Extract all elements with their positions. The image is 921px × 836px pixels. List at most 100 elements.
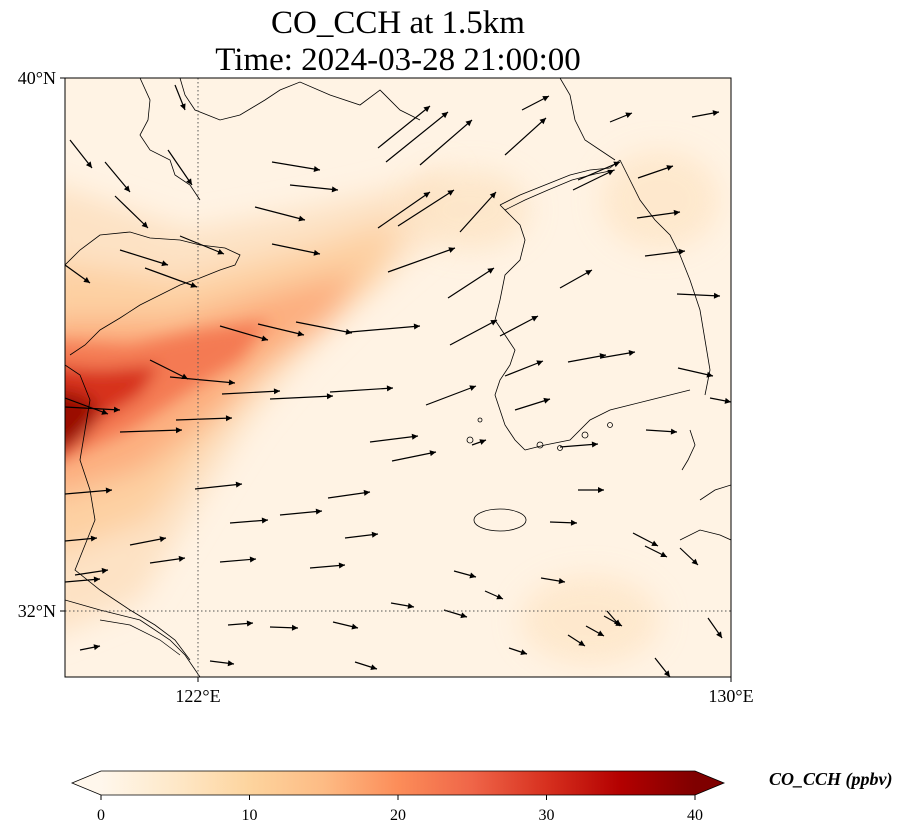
wind-arrow-head [628,350,635,356]
wind-arrow [114,195,149,229]
colorbar: 0 10 20 30 40 [70,770,726,824]
wind-arrow [644,250,686,257]
wind-arrow-head [246,620,253,627]
wind-arrow-head [315,508,322,515]
wind-arrow-head [429,450,436,457]
wind-arrow-head [159,536,166,543]
wind-arrow-head [613,619,620,626]
wind-arrow-head [411,433,418,440]
wind-arrow [219,325,269,341]
map-frame [64,77,732,678]
wind-arrow [271,161,321,171]
wind-arrow-head [273,388,280,395]
wind-arrow-head [363,489,370,496]
wind-arrow-head [228,379,235,386]
wind-arrow-head [531,316,538,322]
wind-arrow [447,267,495,299]
coastlines [65,78,731,677]
wind-arrow-head [660,551,667,557]
wind-arrow-head [460,612,467,619]
colorbar-label: CO_CCH (ppbv) [769,769,893,789]
wind-arrow-head [716,631,722,638]
colorbar-tick-20: 20 [390,807,406,824]
wind-arrow [449,319,498,346]
wind-arrow [104,161,131,193]
wind-arrow-head [691,558,698,565]
wind-arrow-head [331,186,338,193]
colorbar-max-extend [695,771,724,795]
wind-arrow [730,188,731,189]
wind-arrow-head [733,187,740,192]
wind-arrow [269,395,334,400]
wind-arrow [129,537,167,546]
wind-arrow [377,191,431,229]
colorbar-gradient [101,771,695,795]
wind-arrow [65,397,109,415]
wind-arrow-head [670,428,677,435]
wind-arrow-head [175,427,182,434]
wind-arrow-head [326,393,333,400]
wind-arrow-head [371,531,378,538]
wind-arrow [329,387,394,393]
wind-arrow-head [345,328,352,335]
wind-arrow-head [489,192,496,199]
wind-arrow-head [613,161,620,168]
wind-arrow-head [93,576,100,583]
wind-arrow [179,235,225,255]
wind-arrow-head [217,248,224,255]
wind-arrow-head [298,215,305,222]
wind-arrow-head [407,603,414,609]
wind-arrow [175,417,233,421]
colorbar-min-extend [72,771,101,795]
wind-arrow-head [178,555,185,562]
wind-arrow [391,451,437,462]
wind-arrow-head [179,103,186,110]
wind-arrow-head [520,649,527,655]
lat-tick-40: 40°N [18,68,56,88]
wind-arrow [377,105,431,149]
wind-arrow [119,429,183,433]
wind-arrow-head [666,165,673,171]
wind-arrow-head [101,409,108,415]
wind-arrow [499,315,539,337]
wind-arrow-head [469,385,476,391]
wind-arrow-head [496,593,503,600]
wind-arrow [219,558,257,563]
wind-arrow-head [578,640,585,646]
wind-arrow [254,206,306,221]
wind-arrow [289,184,339,191]
wind-arrow-head [713,292,720,299]
wind-arrow [169,376,236,384]
wind-arrow [295,321,353,334]
wind-arrow [387,247,456,273]
wind-arrow-head [423,192,430,198]
wind-arrow-head [297,330,304,337]
wind-arrow-head [101,567,108,574]
wind-arrow [577,161,621,181]
wind-arrow-head [591,441,598,448]
wind-arrow [385,111,449,163]
wind-arrow-head [423,106,430,113]
wind-arrow [327,491,371,499]
lon-tick-130: 130°E [708,686,753,706]
wind-arrow-head [261,335,268,342]
wind-arrow-head [479,439,486,445]
wind-arrow-head [651,540,658,546]
wind-arrow [149,359,189,380]
wind-arrow-head [313,249,320,256]
wind-arrow-head [291,624,298,631]
wind-arrow-head [413,323,420,330]
wind-arrow-head [83,277,90,283]
wind-arrow-head [465,120,472,127]
map-title-line2: Time: 2024-03-28 21:00:00 [215,42,581,78]
wind-arrow-head [469,572,476,579]
wind-arrow [229,519,269,524]
wind-arrow-head [542,96,549,102]
wind-arrow [369,435,419,443]
wind-arrow-head [706,371,713,378]
wind-arrow [221,390,281,395]
wind-arrow-head [113,406,120,413]
wind-arrow-head [190,282,197,288]
wind-arrow [271,243,321,255]
wind-arrow [514,398,551,411]
